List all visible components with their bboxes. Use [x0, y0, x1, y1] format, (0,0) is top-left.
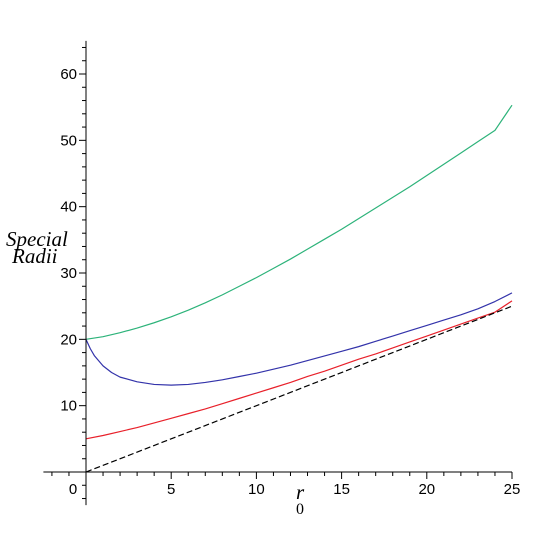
x-tick-label: 25 [504, 481, 521, 498]
y-tick-label: 30 [60, 265, 77, 282]
ticks [51, 46, 513, 500]
series-line-3 [85, 300, 513, 440]
x-tick-label: 5 [167, 481, 175, 498]
y-axis-label-line: Radii [11, 244, 58, 268]
x-tick-label: 10 [248, 481, 265, 498]
x-tick-label: 20 [418, 481, 435, 498]
x-tick-label: 15 [333, 481, 350, 498]
y-tick-label: 50 [60, 132, 77, 149]
x-tick-label: 0 [69, 481, 77, 498]
x-axis-label-subscript: 0 [296, 501, 304, 518]
y-tick-label: 60 [60, 66, 77, 83]
series-line-4 [85, 305, 513, 473]
series-line-1 [85, 104, 513, 340]
y-tick-label: 20 [60, 331, 77, 348]
y-tick-label: 10 [60, 398, 77, 415]
axes [43, 40, 512, 506]
x-axis-label: r [296, 480, 305, 504]
y-axis-label-line: Special [6, 227, 68, 251]
series-line-2 [85, 292, 513, 386]
plot-area [85, 104, 513, 473]
y-tick-label: 40 [60, 199, 77, 216]
